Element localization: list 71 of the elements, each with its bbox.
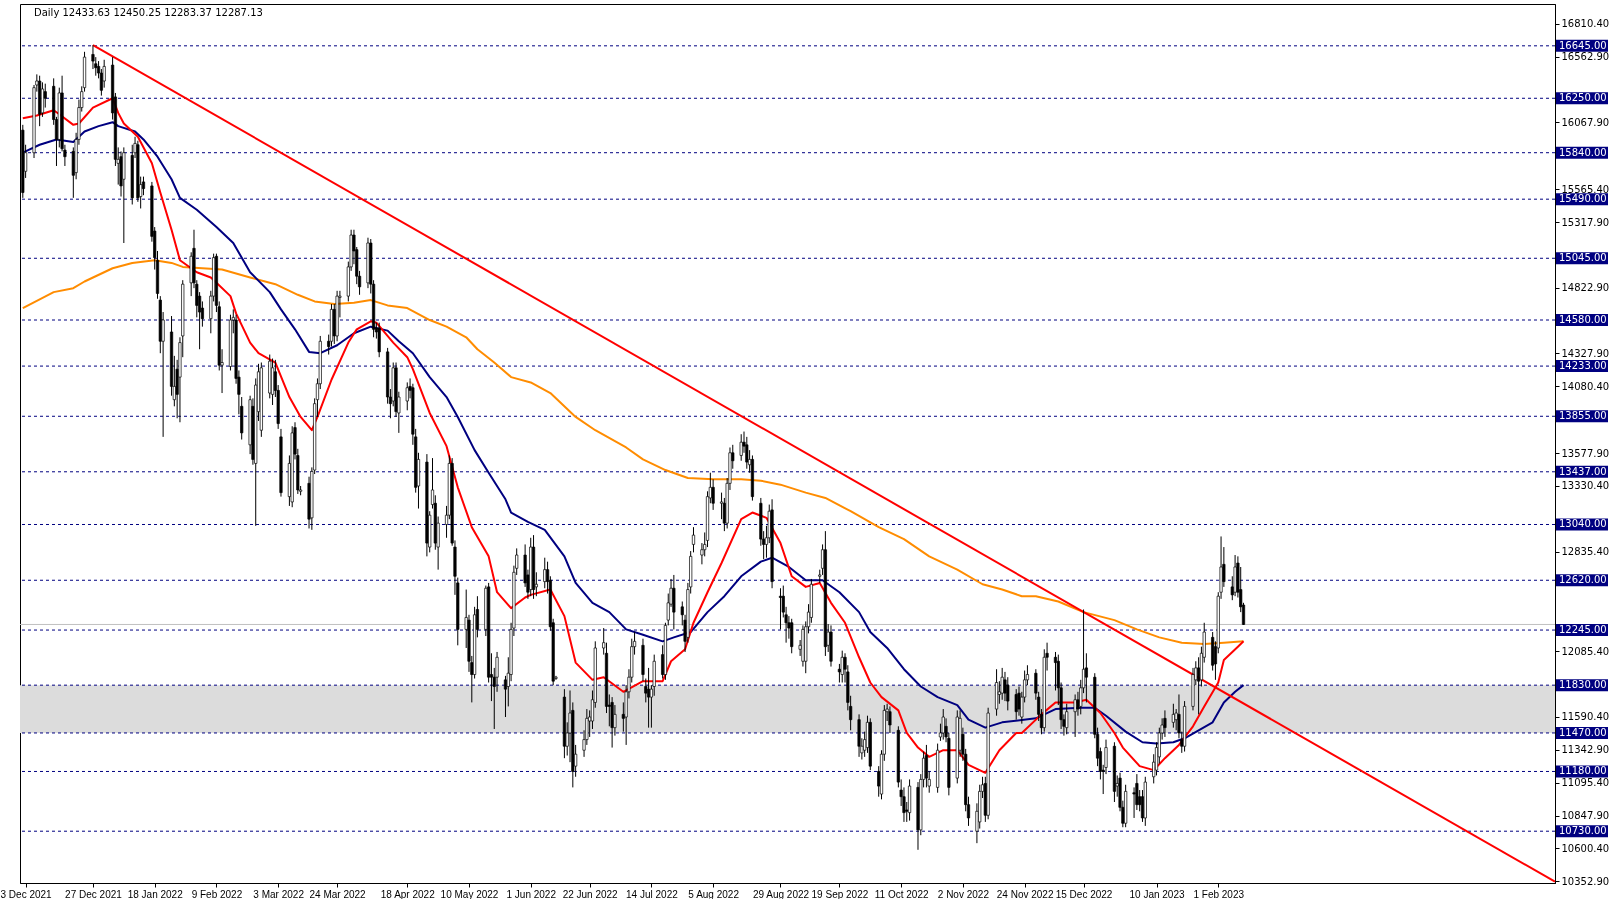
candlestick [1000, 667, 1004, 701]
x-tick-label: 18 Jan 2022 [127, 888, 184, 900]
line-series [21, 259, 1245, 645]
candlestick [691, 526, 696, 553]
candlestick [840, 650, 844, 683]
ref-line-label: 14580.00 [1559, 314, 1607, 326]
x-tick-label: 24 Mar 2022 [309, 888, 367, 900]
x-tick-label: 5 Aug 2022 [688, 888, 740, 900]
y-tick-label: 11095.40 [1561, 777, 1610, 789]
ref-line-label: 15840.00 [1559, 146, 1607, 158]
candlestick [405, 381, 409, 411]
candlestick [739, 433, 743, 462]
y-tick-label: 14327.90 [1561, 347, 1610, 359]
y-tick-label: 13330.40 [1561, 480, 1610, 492]
y-tick-label: 15565.40 [1561, 183, 1610, 195]
ref-line-label: 15490.00 [1559, 193, 1607, 205]
x-tick-label: 24 Nov 2022 [996, 888, 1054, 900]
y-tick-label: 14822.90 [1561, 282, 1610, 294]
x-tick-label: 1 Jun 2022 [506, 888, 557, 900]
x-tick-label: 11 Oct 2022 [874, 888, 929, 900]
candlestick [1073, 693, 1077, 738]
x-tick-label: 29 Aug 2022 [752, 888, 810, 900]
y-tick-label: 16067.90 [1561, 116, 1610, 128]
candlestick [543, 557, 547, 589]
y-tick-label: 13577.90 [1561, 447, 1610, 459]
y-tick-label: 16810.40 [1561, 18, 1610, 30]
ref-line-label: 16645.00 [1559, 39, 1607, 51]
x-tick-label: 3 Dec 2021 [0, 888, 53, 900]
ref-line-label: 15045.00 [1559, 252, 1607, 264]
ref-line-label: 10730.00 [1559, 825, 1607, 837]
ref-line-label: 11470.00 [1559, 726, 1607, 738]
candlestick [672, 574, 676, 630]
x-tick-label: 27 Dec 2021 [65, 888, 123, 900]
y-tick-label: 16562.90 [1561, 51, 1610, 63]
x-tick-label: 9 Feb 2022 [191, 888, 243, 900]
x-tick-label: 19 Sep 2022 [811, 888, 869, 900]
y-tick-label: 12085.40 [1561, 645, 1610, 657]
y-tick-label: 11590.40 [1561, 711, 1610, 723]
ref-line-label: 16250.00 [1559, 92, 1607, 104]
x-tick-label: 10 Jan 2023 [1129, 888, 1185, 900]
y-tick-label: 15317.90 [1561, 216, 1610, 228]
ref-line-label: 13040.00 [1559, 518, 1607, 530]
ref-line-label: 14233.00 [1559, 360, 1607, 372]
x-tick-label: 18 Apr 2022 [380, 888, 436, 900]
ref-line-label: 13855.00 [1559, 410, 1607, 422]
y-tick-label: 12835.40 [1561, 546, 1610, 558]
y-tick-label: 10847.90 [1561, 810, 1610, 822]
x-tick-label: 3 Mar 2022 [253, 888, 305, 900]
y-tick-label: 10352.90 [1561, 875, 1610, 887]
candlestick [1163, 709, 1167, 738]
x-tick-label: 2 Nov 2022 [937, 888, 990, 900]
ref-line-label: 12245.00 [1559, 624, 1607, 636]
candlestick [1065, 703, 1069, 735]
x-tick-label: 15 Dec 2022 [1055, 888, 1113, 900]
y-tick-label: 11342.90 [1561, 744, 1610, 756]
ref-line-label: 11180.00 [1559, 765, 1607, 777]
ref-line-label: 11830.00 [1559, 679, 1607, 691]
ref-line-label: 12620.00 [1559, 574, 1607, 586]
x-tick-label: 14 Jul 2022 [626, 888, 679, 900]
candlestick [745, 436, 749, 470]
x-tick-label: 22 Jun 2022 [562, 888, 619, 900]
y-tick-label: 10600.40 [1561, 842, 1610, 854]
candlestick [888, 705, 892, 734]
chart-title: Daily 12433.63 12450.25 12283.37 12287.13 [34, 7, 263, 18]
candlestick [1014, 688, 1018, 721]
x-tick-label: 1 Feb 2023 [1193, 888, 1245, 900]
y-tick-label: 14080.40 [1561, 380, 1610, 392]
candlestick [790, 618, 794, 654]
ref-line-label: 13437.00 [1559, 465, 1607, 477]
candlestick [1006, 676, 1010, 711]
x-tick-label: 10 May 2022 [440, 888, 499, 900]
